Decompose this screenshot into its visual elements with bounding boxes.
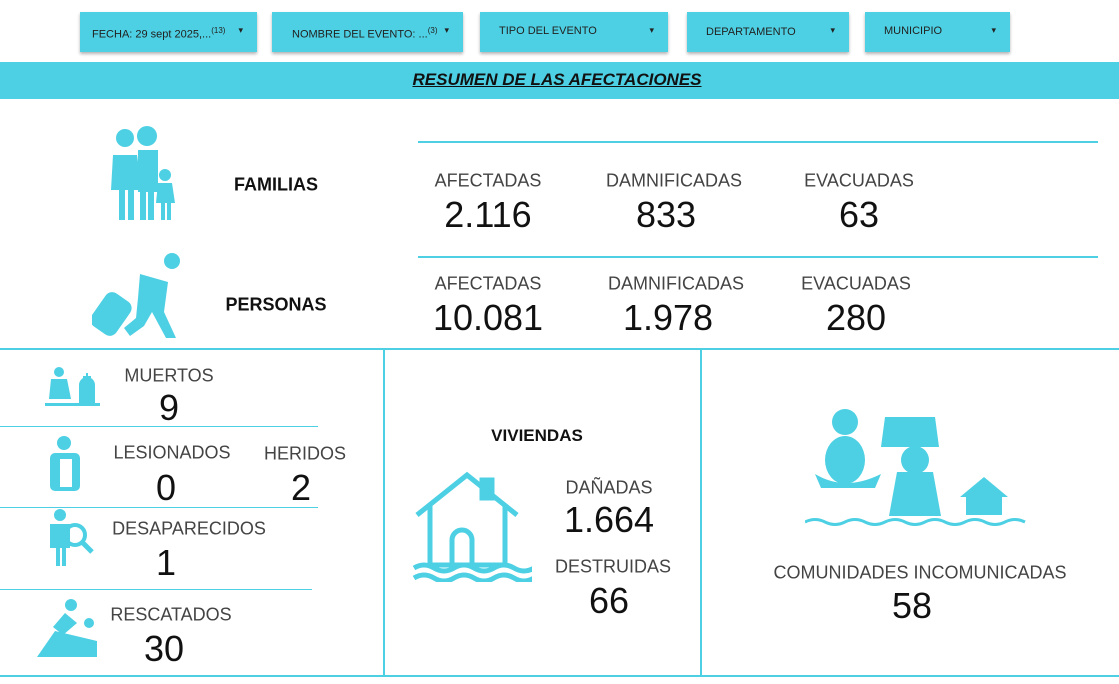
stat-value: 30 <box>143 628 185 669</box>
stat-value: 2 <box>290 467 312 508</box>
stat-value: 1 <box>155 542 177 583</box>
stat-label: MUERTOS <box>124 365 214 386</box>
stat-value: 1.664 <box>563 499 655 540</box>
stat-value: 833 <box>635 194 697 235</box>
filter[interactable]: NOMBRE DEL EVENTO: ...(3) ▾ <box>272 12 463 52</box>
stat-label: DAMNIFICADAS <box>607 273 745 294</box>
missing-icon <box>50 509 94 566</box>
filter[interactable]: DEPARTAMENTO ▾ <box>687 12 849 52</box>
stat-label: RESCATADOS <box>110 604 232 625</box>
stat-value: 9 <box>158 387 180 428</box>
stat-label: LESIONADOS <box>113 442 231 463</box>
filter-text: MUNICIPIO <box>884 25 943 37</box>
injured-icon <box>50 436 80 491</box>
section-label: VIVIENDAS <box>491 426 583 445</box>
stat-value: 2.116 <box>444 194 532 235</box>
stat-label: EVACUADAS <box>804 170 914 191</box>
stat-value: 66 <box>588 580 630 621</box>
divider <box>418 141 1098 143</box>
stat-label: EVACUADAS <box>801 273 911 294</box>
filter[interactable]: FECHA: 29 sept 2025,...(13) ▾ <box>80 12 257 52</box>
filter-label: NOMBRE DEL EVENTO: ...(3) <box>292 26 437 41</box>
row-label: FAMILIAS <box>234 174 318 195</box>
filter[interactable]: MUNICIPIO ▾ <box>865 12 1010 52</box>
filter[interactable]: TIPO DEL EVENTO ▾ <box>480 12 668 52</box>
caret: ▾ <box>238 25 243 35</box>
family-icon <box>111 126 175 220</box>
divider <box>418 256 1098 258</box>
caret: ▾ <box>444 25 449 35</box>
filter-count: (13) <box>211 26 226 35</box>
filter-text: FECHA: 29 sept 2025,... <box>92 28 212 41</box>
stat-label: DESAPARECIDOS <box>112 518 266 539</box>
deceased-icon <box>45 367 100 406</box>
rescue-icon <box>37 599 97 657</box>
stat-value: 1.978 <box>622 297 714 338</box>
row-label: PERSONAS <box>225 294 327 315</box>
community-icon <box>805 409 1026 526</box>
section-title: RESUMEN DE LAS AFECTACIONES <box>412 70 702 89</box>
stat-value: 63 <box>838 194 880 235</box>
stat-label: DAMNIFICADAS <box>605 170 743 191</box>
filter-text: DEPARTAMENTO <box>706 26 796 38</box>
divider <box>700 348 702 676</box>
divider <box>0 348 1119 350</box>
caret: ▾ <box>991 25 996 35</box>
stat-label: AFECTADAS <box>434 273 542 294</box>
caret: ▾ <box>830 25 835 35</box>
filter-count: (3) <box>427 26 438 35</box>
stat-value: 280 <box>825 297 887 338</box>
filter-label: FECHA: 29 sept 2025,...(13) <box>92 26 225 41</box>
divider <box>0 426 318 427</box>
stat-label: AFECTADAS <box>434 170 542 191</box>
divider <box>0 507 318 508</box>
divider <box>0 675 1119 677</box>
stat-value: 0 <box>155 467 177 508</box>
stat-label: DESTRUIDAS <box>554 556 672 577</box>
stat-value: 10.081 <box>432 297 544 338</box>
caret: ▾ <box>649 25 654 35</box>
stat-value: 58 <box>891 585 933 626</box>
person-icon <box>92 253 180 338</box>
stat-label: HERIDOS <box>263 443 347 464</box>
banner <box>0 62 1119 99</box>
stat-label: COMUNIDADES INCOMUNICADAS <box>773 562 1067 583</box>
filter-text: TIPO DEL EVENTO <box>499 25 597 37</box>
divider <box>0 589 312 590</box>
filter-text: NOMBRE DEL EVENTO: ... <box>292 28 428 41</box>
house-icon <box>412 471 532 582</box>
divider <box>383 348 385 676</box>
stat-label: DAÑADAS <box>565 477 653 498</box>
